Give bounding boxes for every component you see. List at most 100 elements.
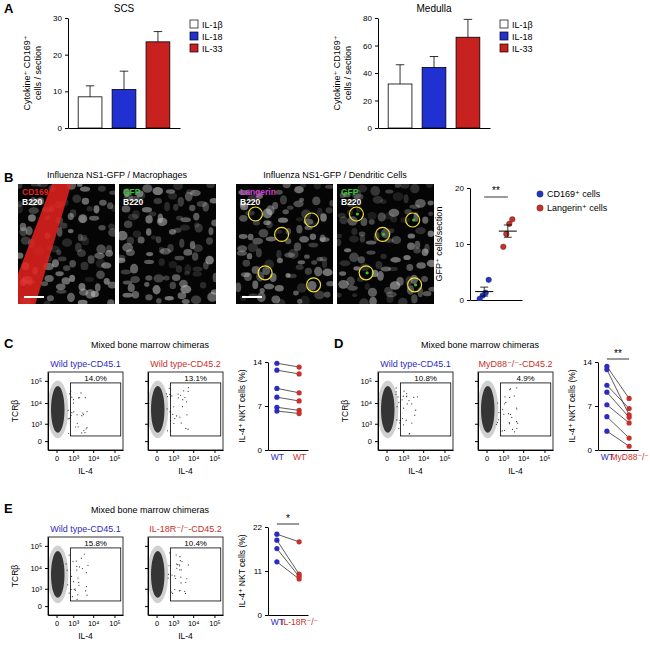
texture [293, 291, 299, 296]
point [510, 217, 516, 223]
texture [415, 227, 425, 234]
marks [48, 381, 88, 439]
event [395, 394, 396, 395]
tick: 10⁵ [209, 450, 220, 463]
tick: 10⁴ [188, 450, 200, 463]
chart-title: Influenza NS1-GFP / Macrophages [47, 170, 187, 180]
texture [370, 186, 380, 196]
marks [388, 19, 480, 128]
texture [239, 215, 247, 222]
texture [252, 280, 258, 289]
texture [108, 282, 115, 289]
axis-line [149, 450, 224, 451]
event [85, 397, 86, 398]
tick-label: 0 [258, 446, 263, 455]
event [75, 590, 76, 591]
event [72, 561, 73, 562]
image-pair: LangerinB220GFPB220Influenza NS1-GFP / D… [235, 170, 438, 309]
axis-line [68, 19, 69, 129]
texture [339, 271, 346, 276]
event [511, 417, 512, 418]
tick: 0 [55, 615, 59, 628]
tick-label: 10³ [168, 619, 179, 628]
texture [108, 228, 115, 237]
event [79, 566, 80, 567]
axis: 010³10⁴10⁵ [149, 615, 224, 628]
subtitle: Mixed bone marrow chimeras [91, 505, 210, 515]
event [86, 595, 87, 596]
tick: 11 [254, 567, 268, 576]
texture [400, 184, 409, 189]
event [185, 582, 186, 583]
population-halo [48, 381, 68, 439]
tick-mark [65, 55, 68, 56]
event [73, 403, 74, 404]
tick [145, 403, 148, 404]
tick-label: 0 [588, 446, 593, 455]
axis-title: IL-4⁺ NKT cells (%) [237, 369, 247, 442]
gate [501, 383, 551, 436]
event [509, 423, 510, 424]
flow-plot: 010³10⁴10⁵010³10⁴10⁵14.0%Wild type-CD45.… [10, 359, 124, 476]
flow-plot: 010³10⁴10⁵13.1%Wild type-CD45.2IL-4 [145, 359, 224, 476]
legend-swatch [537, 205, 543, 211]
texture [18, 253, 23, 259]
tick: 10⁵ [109, 450, 120, 463]
texture [107, 299, 114, 304]
texture [81, 237, 89, 245]
legend-label: IL-1β [202, 20, 223, 30]
texture [427, 201, 433, 206]
tick-label: IL-18R⁻/⁻ [281, 617, 318, 627]
point [627, 420, 632, 425]
figure: 0102030SCSCytokine⁺ CD169⁺cells / sectio… [0, 0, 650, 659]
tick-label: 10⁴ [418, 454, 430, 463]
tick-mark [375, 441, 378, 442]
texture [409, 204, 420, 209]
micrograph-content [18, 184, 115, 304]
texture [393, 192, 404, 201]
population-halo [148, 381, 168, 439]
tick-mark [145, 546, 148, 547]
texture [323, 269, 333, 277]
texture [283, 184, 291, 188]
gate-label: 13.1% [184, 374, 207, 383]
event [497, 422, 498, 423]
tick-label: 10⁵ [209, 619, 220, 628]
tick: 20 [363, 97, 378, 106]
axis-title: TCRβ [340, 400, 350, 422]
texture [127, 237, 134, 245]
legend-label: IL-33 [202, 44, 223, 54]
cell-outline [275, 227, 289, 241]
event [78, 397, 79, 398]
texture [247, 253, 252, 259]
micrograph: CD169B220 [13, 180, 119, 308]
texture [146, 252, 153, 256]
event [177, 393, 178, 394]
event [186, 401, 187, 402]
event [172, 593, 173, 594]
event [166, 393, 167, 394]
texture [179, 239, 184, 248]
plot-frame [48, 372, 123, 450]
tick [475, 424, 478, 425]
point [274, 532, 279, 537]
tick: 7 [258, 402, 268, 411]
texture [94, 253, 105, 259]
tick: 0 [385, 450, 389, 463]
panel-letter: D [334, 336, 343, 351]
tick-label: MyD88⁻/⁻ [610, 452, 648, 462]
axis: WTIL-18R⁻/⁻ [269, 616, 319, 628]
event [179, 565, 180, 566]
texture [337, 234, 342, 238]
texture [319, 237, 329, 242]
event [78, 585, 79, 586]
texture [390, 257, 401, 263]
tick-label: 0 [368, 437, 372, 446]
channel-label: CD169 [22, 187, 49, 197]
texture [422, 249, 429, 256]
texture [337, 239, 341, 246]
event [177, 564, 178, 565]
legend-swatch [537, 191, 543, 197]
tick: 0 [58, 124, 68, 133]
axis-title: GFP⁺ cells/section [434, 207, 444, 282]
